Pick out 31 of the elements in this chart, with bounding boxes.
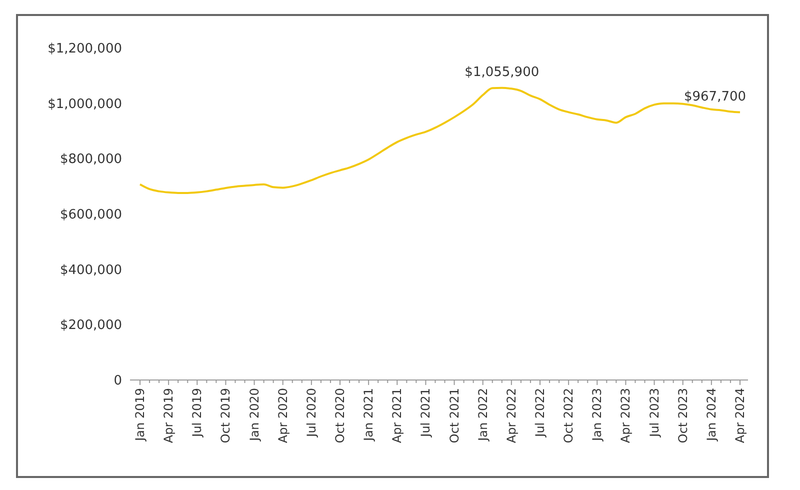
x-tick-label: Jan 2019 <box>133 388 147 442</box>
x-tick-label: Jan 2021 <box>362 388 376 442</box>
x-tick-label: Apr 2019 <box>162 388 176 444</box>
x-tick-label: Jan 2022 <box>476 388 490 442</box>
y-tick-label: $200,000 <box>60 318 122 334</box>
y-tick-label: $800,000 <box>60 152 122 168</box>
y-tick-label: $400,000 <box>60 262 122 278</box>
x-tick-label: Apr 2020 <box>276 388 290 444</box>
x-tick-label: Oct 2021 <box>447 388 462 444</box>
y-tick-label: $600,000 <box>60 208 122 223</box>
x-tick-label: Jan 2023 <box>590 388 604 442</box>
x-tick-label: Oct 2022 <box>562 388 576 444</box>
data-label: $1,055,900 <box>464 64 540 80</box>
data-label: $967,700 <box>684 89 746 104</box>
x-tick-label: Oct 2019 <box>218 388 233 444</box>
x-tick-label: Jul 2022 <box>533 388 547 438</box>
x-tick-label: Apr 2021 <box>390 388 404 444</box>
x-tick-label: Apr 2022 <box>504 388 518 444</box>
y-tick-label: $1,200,000 <box>48 42 122 57</box>
x-tick-label: Oct 2020 <box>333 388 347 444</box>
x-tick-label: Jan 2020 <box>247 388 262 442</box>
x-tick-label: Apr 2024 <box>733 388 747 444</box>
x-tick-label: Apr 2023 <box>618 388 633 444</box>
y-tick-label: $1,000,000 <box>48 96 122 112</box>
x-tick-label: Jan 2024 <box>704 388 718 442</box>
x-tick-label: Oct 2023 <box>676 388 690 444</box>
x-tick-label: Jul 2021 <box>418 388 433 438</box>
x-tick-label: Jul 2023 <box>647 388 662 438</box>
y-tick-label: 0 <box>114 374 122 389</box>
x-tick-label: Jul 2019 <box>190 388 204 438</box>
x-tick-label: Jul 2020 <box>304 388 318 438</box>
